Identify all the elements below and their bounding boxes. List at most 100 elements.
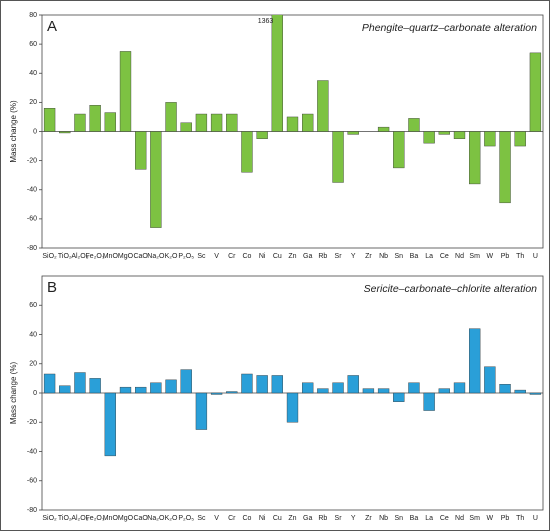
y-tick-label: 20 bbox=[29, 99, 37, 106]
bar bbox=[317, 80, 329, 132]
data-label: 1363 bbox=[258, 18, 274, 25]
y-tick-label: 0 bbox=[33, 128, 37, 135]
chart-title: Phengite–quartz–carbonate alteration bbox=[362, 22, 537, 34]
x-tick-label: Th bbox=[516, 515, 524, 522]
bar bbox=[408, 382, 420, 394]
x-tick-label: Nb bbox=[379, 253, 388, 260]
x-tick-label: Zr bbox=[365, 515, 372, 522]
x-tick-label: MgO bbox=[118, 515, 134, 522]
bar bbox=[89, 378, 101, 394]
y-tick-label: -80 bbox=[27, 507, 37, 514]
panel-label: B bbox=[47, 279, 57, 296]
bar bbox=[499, 384, 511, 394]
y-tick-label: -40 bbox=[27, 448, 37, 455]
x-tick-label: Rb bbox=[318, 253, 327, 260]
x-tick-label: K₂O bbox=[165, 515, 178, 522]
bar bbox=[423, 392, 435, 411]
bar bbox=[514, 131, 526, 147]
bar bbox=[210, 113, 223, 132]
bar bbox=[165, 102, 177, 132]
bar bbox=[135, 386, 147, 394]
bar bbox=[195, 113, 208, 132]
y-axis-label: Mass change (%) bbox=[9, 100, 18, 163]
bar bbox=[438, 131, 450, 135]
bar bbox=[271, 15, 283, 132]
x-tick-label: Cu bbox=[273, 253, 282, 260]
y-tick-label: -40 bbox=[27, 187, 37, 194]
bar bbox=[256, 375, 268, 394]
y-tick-label: 60 bbox=[29, 302, 37, 309]
x-tick-label: Y bbox=[351, 253, 356, 260]
x-tick-label: MnO bbox=[103, 515, 119, 522]
bar bbox=[195, 392, 208, 430]
bar bbox=[302, 382, 314, 394]
y-tick-label: -20 bbox=[27, 419, 37, 426]
x-tick-label: Sn bbox=[394, 515, 403, 522]
x-tick-label: Na₂O bbox=[147, 253, 165, 260]
bar bbox=[89, 105, 101, 132]
bar bbox=[484, 131, 496, 147]
bar bbox=[104, 392, 116, 457]
x-tick-label: Ce bbox=[440, 515, 449, 522]
x-tick-label: Sc bbox=[197, 515, 206, 522]
bar bbox=[453, 382, 466, 394]
bar bbox=[150, 131, 162, 228]
x-tick-label: Co bbox=[242, 515, 251, 522]
x-tick-label: SiO₂ bbox=[42, 253, 57, 260]
bar bbox=[377, 388, 390, 394]
x-tick-label: CaO bbox=[133, 515, 148, 522]
bar bbox=[59, 131, 71, 134]
x-tick-label: Cr bbox=[228, 253, 236, 260]
bar bbox=[74, 372, 86, 394]
bar bbox=[241, 373, 253, 394]
bar bbox=[453, 131, 466, 139]
bars bbox=[43, 15, 542, 228]
bar bbox=[499, 131, 511, 204]
bar bbox=[302, 113, 314, 132]
bar bbox=[469, 328, 481, 394]
x-tick-label: TiO₂ bbox=[58, 253, 72, 260]
x-tick-label: Al₂O₃ bbox=[71, 253, 88, 260]
bar bbox=[74, 113, 86, 132]
bar bbox=[423, 131, 435, 144]
x-tick-label: Pb bbox=[501, 253, 510, 260]
panel-label: A bbox=[47, 18, 57, 35]
bar bbox=[119, 386, 132, 394]
bar bbox=[514, 389, 526, 394]
x-tick-label: MgO bbox=[118, 253, 134, 260]
bar bbox=[210, 392, 223, 395]
x-tick-label: Co bbox=[242, 253, 251, 260]
x-tick-label: Sr bbox=[335, 253, 343, 260]
bar bbox=[104, 112, 116, 132]
x-tick-label: CaO bbox=[133, 253, 148, 260]
x-tick-label: SiO₂ bbox=[42, 515, 57, 522]
x-tick-label: Al₂O₃ bbox=[71, 515, 88, 522]
bar bbox=[286, 116, 299, 132]
x-tick-label: Sm bbox=[469, 515, 480, 522]
bar bbox=[135, 131, 147, 170]
x-tick-label: V bbox=[214, 253, 219, 260]
bar bbox=[226, 113, 238, 132]
x-tick-label: Ni bbox=[259, 515, 266, 522]
bars bbox=[43, 328, 542, 457]
y-tick-label: 40 bbox=[29, 70, 37, 77]
x-tick-label: P₂O₅ bbox=[178, 253, 194, 260]
x-tick-label: W bbox=[487, 253, 494, 260]
y-tick-label: -80 bbox=[27, 245, 37, 252]
x-tick-label: U bbox=[533, 515, 538, 522]
y-tick-label: 0 bbox=[33, 390, 37, 397]
bar bbox=[529, 392, 542, 395]
y-tick-label: -60 bbox=[27, 216, 37, 223]
x-tick-label: Ni bbox=[259, 253, 266, 260]
x-tick-label: Ba bbox=[410, 253, 419, 260]
x-tick-label: Ga bbox=[303, 515, 312, 522]
bar bbox=[150, 382, 162, 394]
bar bbox=[332, 382, 344, 394]
x-tick-label: P₂O₅ bbox=[178, 515, 194, 522]
x-tick-label: Rb bbox=[318, 515, 327, 522]
x-tick-label: K₂O bbox=[165, 253, 178, 260]
x-tick-label: Pb bbox=[501, 515, 510, 522]
bar bbox=[317, 388, 329, 394]
x-tick-label: Nd bbox=[455, 253, 464, 260]
